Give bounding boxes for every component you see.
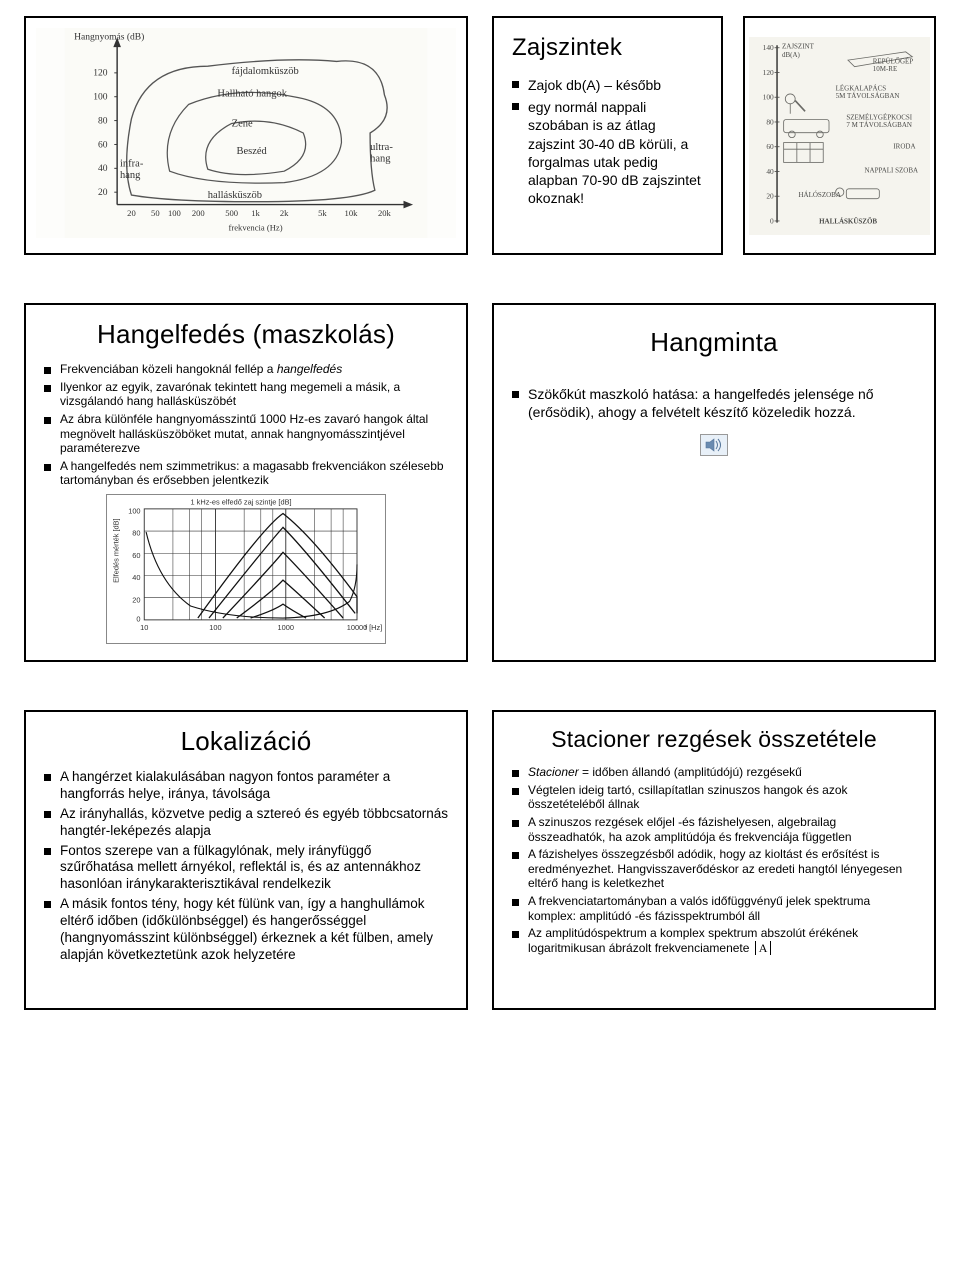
svg-text:1000: 1000 (278, 623, 294, 632)
svg-text:ultra-: ultra- (370, 142, 393, 153)
svg-text:100: 100 (93, 92, 108, 103)
list-item: A másik fontos tény, hogy két fülünk van… (44, 896, 448, 964)
formula-abs-a: A (755, 941, 772, 955)
bullet-list: Szökőkút maszkoló hatása: a hangelfedés … (512, 386, 916, 421)
svg-text:NAPPALI SZOBA: NAPPALI SZOBA (864, 166, 918, 174)
list-item: A hangelfedés nem szimmetrikus: a magasa… (44, 459, 448, 488)
list-item: egy normál nappali szobában is az átlag … (512, 98, 703, 207)
svg-text:hang: hang (370, 154, 391, 165)
svg-text:ZAJSZINT: ZAJSZINT (782, 42, 815, 50)
list-item: A hangérzet kialakulásában nagyon fontos… (44, 769, 448, 803)
svg-text:HALLÁSKÜSZÖB: HALLÁSKÜSZÖB (819, 217, 877, 225)
slide-title: Hangminta (512, 327, 916, 358)
svg-text:60: 60 (98, 139, 108, 150)
top-right-pair: Zajszintek Zajok db(A) – később egy norm… (492, 16, 936, 255)
svg-text:2k: 2k (280, 208, 289, 218)
svg-text:60: 60 (766, 142, 774, 151)
slide-stacioner: Stacioner rezgések összetétele Stacioner… (492, 710, 936, 1010)
svg-text:20: 20 (132, 595, 140, 604)
svg-text:80: 80 (766, 117, 774, 126)
list-item: Szökőkút maszkoló hatása: a hangelfedés … (512, 386, 916, 421)
svg-text:10: 10 (140, 623, 148, 632)
hearing-area-chart: Hangnyomás (dB) 20 40 60 80 100 120 20 5… (36, 28, 456, 238)
list-item: A frekvenciatartományban a valós időfügg… (512, 894, 916, 923)
list-item: Zajok db(A) – később (512, 76, 703, 94)
slide-hearing-chart: Hangnyomás (dB) 20 40 60 80 100 120 20 5… (24, 16, 468, 255)
list-item: Frekvenciában közeli hangoknál fellép a … (44, 362, 448, 377)
slide-title: Hangelfedés (maszkolás) (44, 319, 448, 350)
svg-text:80: 80 (98, 115, 108, 126)
svg-text:120: 120 (93, 68, 108, 79)
svg-text:10k: 10k (345, 208, 359, 218)
label-speech: Beszéd (236, 146, 267, 157)
svg-text:dB(A): dB(A) (782, 50, 801, 58)
svg-text:5k: 5k (318, 208, 327, 218)
svg-text:HÁLÓSZOBA: HÁLÓSZOBA (798, 191, 840, 199)
list-item: Az irányhallás, közvetve pedig a sztereó… (44, 806, 448, 840)
svg-text:infra-: infra- (120, 158, 144, 169)
label-pain: fájdalomküszöb (232, 66, 299, 77)
list-item: Az amplitúdóspektrum a komplex spektrum … (512, 926, 916, 955)
slide-dba-scale: 140 120 100 80 60 40 20 0 (743, 16, 936, 255)
svg-text:20: 20 (766, 191, 774, 200)
xlabel: f [Hz] (365, 623, 382, 632)
bullet-list: A hangérzet kialakulásában nagyon fontos… (44, 769, 448, 964)
dba-scale-chart: 140 120 100 80 60 40 20 0 (749, 25, 930, 247)
list-item: A szinuszos rezgések előjel -és fázishel… (512, 815, 916, 844)
list-item: A fázishelyes összegzésből adódik, hogy … (512, 847, 916, 891)
slide-lokalizacio: Lokalizáció A hangérzet kialakulásában n… (24, 710, 468, 1010)
slide-hangminta: Hangminta Szökőkút maszkoló hatása: a ha… (492, 303, 936, 662)
svg-text:140: 140 (762, 43, 773, 52)
ylabel: Hangnyomás (dB) (74, 31, 144, 42)
svg-text:50: 50 (151, 208, 160, 218)
list-item: Ilyenkor az egyik, zavarónak tekintett h… (44, 380, 448, 409)
ylabel: Elfedés mérték [dB] (111, 518, 120, 583)
audio-icon[interactable] (700, 434, 728, 456)
svg-text:40: 40 (98, 163, 108, 174)
svg-text:100: 100 (762, 92, 773, 101)
slide-title: Lokalizáció (44, 726, 448, 757)
svg-text:5M TÁVOLSÁGBAN: 5M TÁVOLSÁGBAN (835, 92, 899, 100)
svg-text:20k: 20k (378, 208, 392, 218)
bullet-list: Zajok db(A) – később egy normál nappali … (512, 76, 703, 207)
slide-title: Zajszintek (512, 34, 703, 62)
list-item: Stacioner = időben állandó (amplitúdójú)… (512, 765, 916, 780)
list-item: Az ábra különféle hangnyomásszintű 1000 … (44, 412, 448, 456)
bullet-list: Stacioner = időben állandó (amplitúdójú)… (512, 765, 916, 956)
svg-text:40: 40 (132, 573, 140, 582)
svg-text:100: 100 (168, 208, 181, 218)
label-music: Zene (232, 118, 253, 129)
svg-text:7 M TÁVOLSÁGBAN: 7 M TÁVOLSÁGBAN (846, 120, 912, 128)
svg-text:500: 500 (225, 208, 238, 218)
svg-text:100: 100 (209, 623, 221, 632)
svg-text:1k: 1k (251, 208, 260, 218)
svg-text:80: 80 (132, 529, 140, 538)
list-item: Fontos szerepe van a fülkagylónak, mely … (44, 843, 448, 894)
svg-text:40: 40 (766, 166, 774, 175)
svg-text:10M-RE: 10M-RE (872, 64, 897, 72)
label-audible: Hallható hangok (217, 89, 287, 100)
svg-text:20: 20 (98, 187, 108, 198)
svg-text:IRODA: IRODA (893, 142, 915, 150)
chart-title: 1 kHz-es elfedő zaj szintje [dB] (191, 497, 292, 506)
xlabel: frekvencia (Hz) (229, 222, 283, 232)
masking-chart: 1 kHz-es elfedő zaj szintje [dB] (106, 494, 386, 644)
bullet-list: Frekvenciában közeli hangoknál fellép a … (44, 362, 448, 488)
svg-text:200: 200 (192, 208, 205, 218)
label-threshold: hallásküszöb (208, 190, 262, 201)
svg-text:120: 120 (762, 67, 773, 76)
list-item: Végtelen ideig tartó, csillapítatlan szi… (512, 783, 916, 812)
slide-title: Stacioner rezgések összetétele (512, 726, 916, 753)
svg-text:100: 100 (128, 507, 140, 516)
slide-zajszintek: Zajszintek Zajok db(A) – később egy norm… (492, 16, 723, 255)
svg-text:60: 60 (132, 551, 140, 560)
svg-text:hang: hang (120, 170, 141, 181)
slide-grid: Hangnyomás (dB) 20 40 60 80 100 120 20 5… (0, 0, 960, 1034)
svg-text:0: 0 (770, 216, 774, 225)
svg-text:20: 20 (127, 208, 136, 218)
slide-hangelfedes: Hangelfedés (maszkolás) Frekvenciában kö… (24, 303, 468, 662)
